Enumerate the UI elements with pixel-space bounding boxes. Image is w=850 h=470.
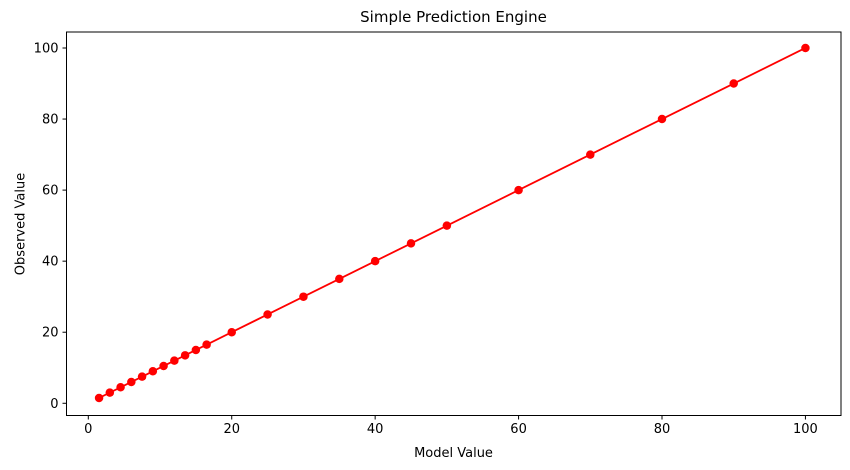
data-point xyxy=(127,377,136,387)
data-point xyxy=(191,345,201,355)
data-point xyxy=(202,340,211,349)
x-tick-label: 100 xyxy=(793,422,818,437)
data-point xyxy=(180,351,190,360)
y-tick-label: 20 xyxy=(42,326,59,341)
data-point xyxy=(801,43,810,53)
x-tick-label: 0 xyxy=(84,422,92,437)
data-point xyxy=(116,383,125,392)
x-tick-label: 40 xyxy=(367,422,384,437)
chart-title: Simple Prediction Engine xyxy=(360,8,547,26)
data-point xyxy=(442,221,452,230)
data-point xyxy=(729,79,738,88)
data-point xyxy=(263,310,272,319)
data-point xyxy=(170,356,179,365)
data-point xyxy=(94,393,104,403)
data-point xyxy=(514,185,523,195)
data-point xyxy=(406,239,416,248)
x-tick-label: 80 xyxy=(654,422,671,437)
data-point xyxy=(159,361,168,371)
data-point xyxy=(335,274,344,284)
y-tick-label: 100 xyxy=(34,41,59,56)
y-tick-label: 80 xyxy=(42,113,59,128)
data-point xyxy=(657,114,667,124)
data-point xyxy=(105,388,115,397)
x-tick-label: 60 xyxy=(510,422,527,437)
data-point xyxy=(370,256,380,266)
data-point xyxy=(227,327,236,337)
data-point xyxy=(148,367,158,376)
data-point xyxy=(137,372,147,381)
x-axis-label: Model Value xyxy=(414,446,493,461)
axes-spines xyxy=(66,31,842,416)
y-axis-label: Observed Value xyxy=(13,172,29,276)
y-tick-label: 40 xyxy=(42,255,59,270)
data-point xyxy=(586,150,595,159)
y-tick-label: 60 xyxy=(42,184,59,199)
data-point xyxy=(299,292,308,301)
x-tick-label: 20 xyxy=(223,422,240,437)
y-tick-label: 0 xyxy=(50,397,58,412)
